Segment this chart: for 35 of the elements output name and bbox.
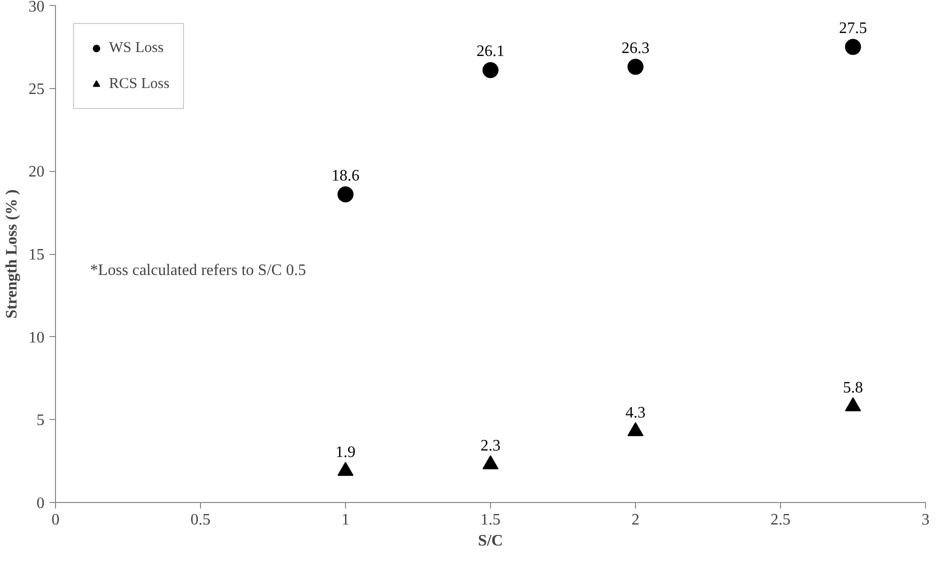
y-axis-title: Strength Loss (% ) xyxy=(4,189,20,319)
data-label: 26.1 xyxy=(476,43,504,60)
y-tick-label: 25 xyxy=(28,80,44,98)
data-label: 18.6 xyxy=(332,167,360,184)
y-tick-label: 5 xyxy=(36,412,44,430)
y-tick-label: 30 xyxy=(28,0,44,16)
x-tick-label: 0 xyxy=(52,512,60,528)
data-label: 27.5 xyxy=(839,20,867,37)
y-tick-label: 20 xyxy=(28,164,44,181)
x-tick-label: 0.5 xyxy=(190,512,210,528)
x-axis-title: S/C xyxy=(478,532,503,550)
legend-label: RCS Loss xyxy=(109,76,170,92)
x-tick-label: 1.5 xyxy=(480,512,500,528)
point xyxy=(482,62,498,78)
x-tick-label: 3 xyxy=(922,512,930,528)
annotation: *Loss calculated refers to S/C 0.5 xyxy=(90,262,306,279)
data-label: 1.9 xyxy=(336,444,356,462)
y-tick-label: 0 xyxy=(36,495,44,512)
point xyxy=(845,38,861,55)
point xyxy=(482,455,498,470)
x-tick-label: 1 xyxy=(342,512,350,528)
point xyxy=(845,397,861,412)
y-tick-label: 15 xyxy=(28,246,44,264)
data-label: 4.3 xyxy=(626,404,646,422)
x-tick-label: 2.5 xyxy=(770,512,790,528)
point xyxy=(338,462,354,476)
point xyxy=(338,186,354,202)
y-tick-label: 10 xyxy=(28,329,44,346)
point xyxy=(628,422,644,436)
data-label: 2.3 xyxy=(480,437,500,454)
point xyxy=(628,58,644,75)
legend-label: WS Loss xyxy=(109,40,164,56)
x-tick-label: 2 xyxy=(632,512,640,528)
data-label: 5.8 xyxy=(843,379,863,396)
data-label: 26.3 xyxy=(622,40,650,57)
